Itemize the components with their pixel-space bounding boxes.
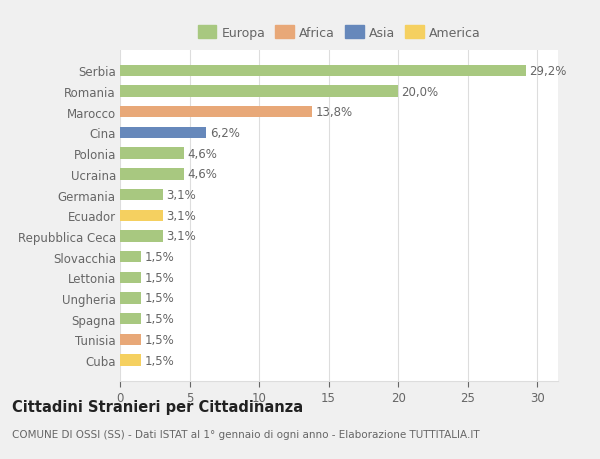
Text: 13,8%: 13,8%: [316, 106, 352, 119]
Bar: [120, 210, 163, 221]
Text: 1,5%: 1,5%: [145, 251, 174, 263]
Text: 20,0%: 20,0%: [401, 85, 439, 98]
Bar: [120, 252, 141, 263]
Text: 3,1%: 3,1%: [167, 189, 196, 202]
Text: 1,5%: 1,5%: [145, 271, 174, 284]
Bar: [120, 272, 141, 283]
Bar: [120, 128, 206, 139]
Bar: [120, 355, 141, 366]
Text: 1,5%: 1,5%: [145, 354, 174, 367]
Bar: [120, 148, 184, 159]
Text: 4,6%: 4,6%: [187, 168, 217, 181]
Legend: Europa, Africa, Asia, America: Europa, Africa, Asia, America: [195, 24, 483, 42]
Bar: [120, 190, 163, 201]
Bar: [120, 313, 141, 325]
Text: 3,1%: 3,1%: [167, 209, 196, 222]
Bar: [120, 169, 184, 180]
Text: 3,1%: 3,1%: [167, 230, 196, 243]
Bar: [120, 231, 163, 242]
Text: 1,5%: 1,5%: [145, 333, 174, 346]
Bar: [120, 86, 398, 97]
Bar: [120, 334, 141, 345]
Bar: [120, 107, 312, 118]
Text: 29,2%: 29,2%: [529, 65, 567, 78]
Bar: [120, 66, 526, 77]
Text: Cittadini Stranieri per Cittadinanza: Cittadini Stranieri per Cittadinanza: [12, 399, 303, 414]
Bar: [120, 293, 141, 304]
Text: 1,5%: 1,5%: [145, 292, 174, 305]
Text: COMUNE DI OSSI (SS) - Dati ISTAT al 1° gennaio di ogni anno - Elaborazione TUTTI: COMUNE DI OSSI (SS) - Dati ISTAT al 1° g…: [12, 429, 479, 439]
Text: 4,6%: 4,6%: [187, 147, 217, 160]
Text: 6,2%: 6,2%: [209, 127, 239, 140]
Text: 1,5%: 1,5%: [145, 313, 174, 325]
